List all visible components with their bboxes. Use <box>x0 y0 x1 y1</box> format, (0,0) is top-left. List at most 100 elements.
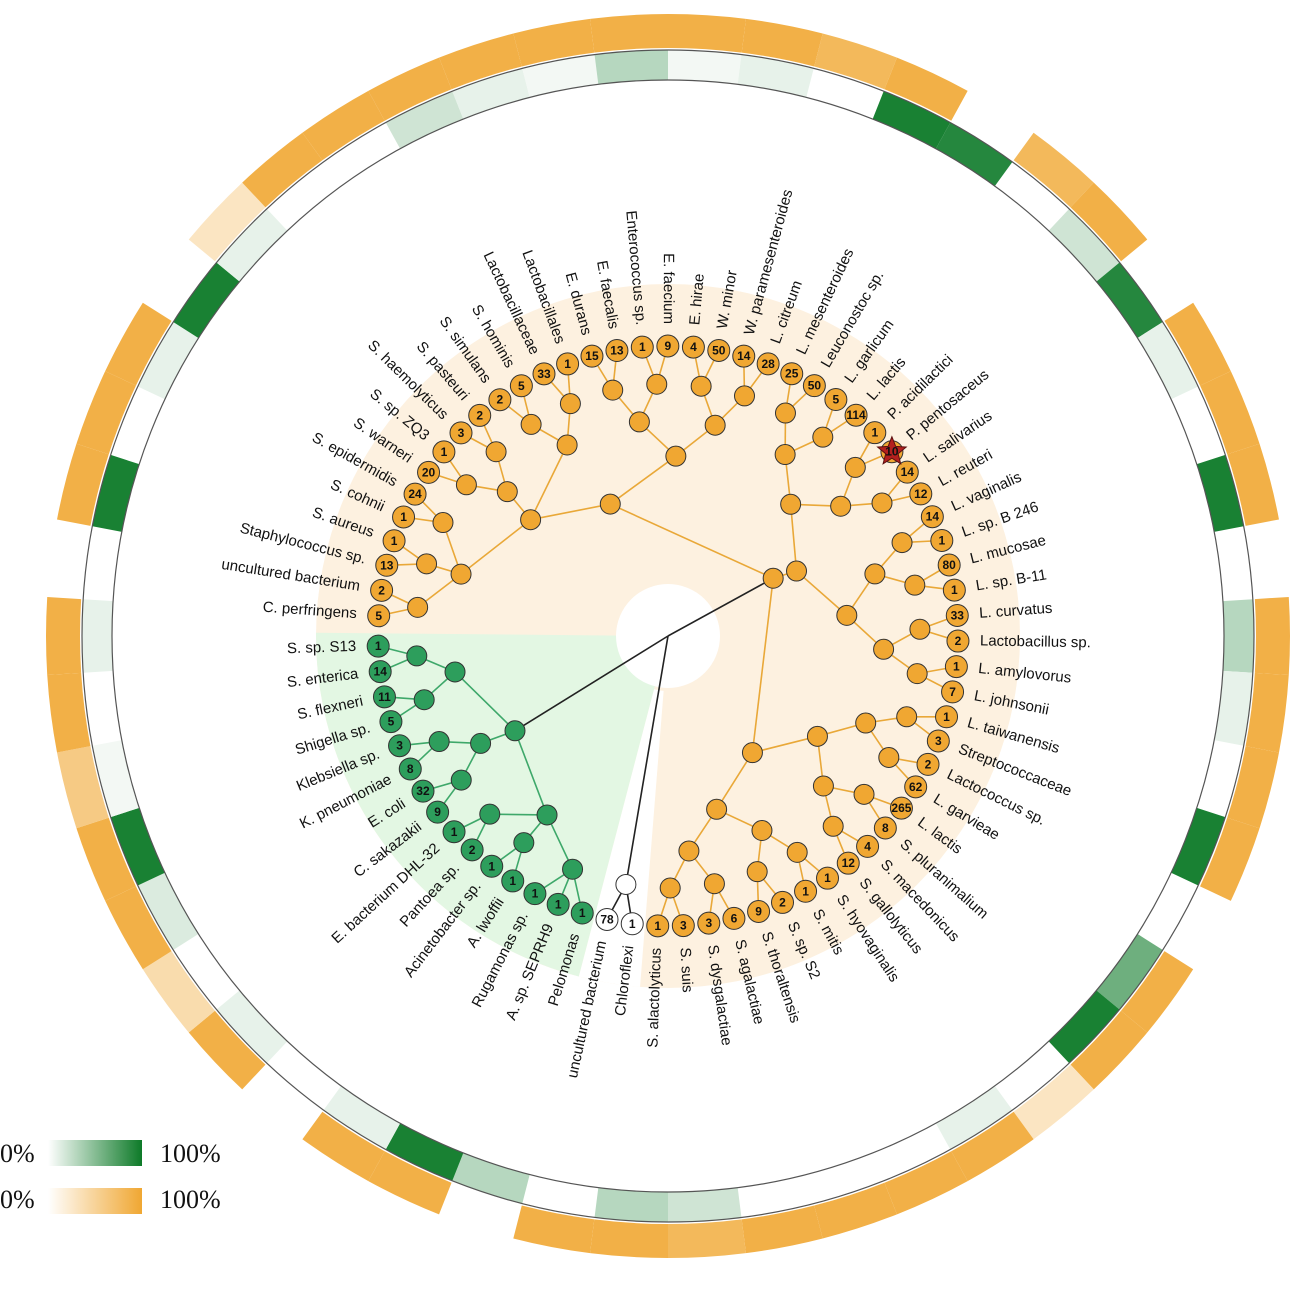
leaf-count: 3 <box>705 916 712 930</box>
leaf-count: 1 <box>509 874 516 888</box>
leaf-count: 78 <box>600 913 614 927</box>
leaf-node <box>630 335 654 359</box>
orange-ring-segment <box>741 18 823 67</box>
leaf-node <box>944 655 968 679</box>
internal-node <box>762 567 784 589</box>
leaf-node <box>501 869 525 893</box>
leaf-count: 1 <box>953 660 960 674</box>
leaf-node <box>895 460 919 484</box>
leaf-count: 8 <box>407 762 414 776</box>
leaf-node <box>620 912 644 936</box>
leaf-count: 24 <box>408 487 422 501</box>
leaf-count: 1 <box>441 445 448 459</box>
ring-borders <box>81 49 1255 1223</box>
green-ring-segment <box>385 91 464 149</box>
leaf-label: S. alactolyticus <box>644 947 665 1048</box>
leaf-node <box>417 460 441 484</box>
internal-node <box>485 441 507 463</box>
internal-node <box>556 434 578 456</box>
orange-ring-segment <box>814 1182 897 1239</box>
leaf-count: 33 <box>537 367 551 381</box>
leaf-node <box>780 362 804 386</box>
leaf-node <box>656 334 680 358</box>
leaf-count: 1 <box>802 884 809 898</box>
leaf-count: 1 <box>375 639 382 653</box>
branch <box>454 671 516 732</box>
leaf-node <box>942 578 966 602</box>
leaf-node <box>941 680 965 704</box>
root-branch <box>625 635 669 885</box>
orange-ring-segment <box>242 132 323 208</box>
leaf-node <box>856 834 880 858</box>
leaf-node <box>946 629 970 653</box>
green-ring-segment <box>137 322 199 400</box>
leaf-count: 33 <box>951 608 965 622</box>
orange-ring-segment <box>439 33 522 90</box>
leaf-label: C. perfringens <box>262 599 357 623</box>
leaf-node <box>468 403 492 427</box>
leaf-node <box>732 344 756 368</box>
orange-ring-segment <box>368 1151 452 1215</box>
orange-ring-segment <box>368 57 452 121</box>
internal-node <box>432 512 454 534</box>
green-ring-segment <box>137 872 199 950</box>
internal-node <box>602 379 624 401</box>
orange-ring-segment <box>590 14 668 53</box>
leaf-count: 15 <box>585 349 599 363</box>
internal-node <box>413 689 435 711</box>
legend-orange: 0% 100% <box>0 1185 221 1214</box>
orange-ring-segment <box>814 33 897 90</box>
branch <box>529 444 568 521</box>
leaf-node <box>382 529 406 553</box>
leaf-label: Lactobacillus sp. <box>980 632 1091 651</box>
legend-green-gradient <box>48 1140 142 1166</box>
leaf-count: 50 <box>712 343 726 357</box>
internal-node <box>646 373 668 395</box>
orange-ring-segment <box>46 596 82 676</box>
leaf-count: 12 <box>914 487 928 501</box>
leaf-node <box>411 779 435 803</box>
outer-ring-green-heatmap <box>81 50 1254 1222</box>
leaf-count: 3 <box>680 919 687 933</box>
branch <box>530 503 611 521</box>
orange-ring-segment <box>57 746 109 829</box>
green-ring-segment <box>452 68 530 120</box>
internal-node <box>479 803 501 825</box>
green-ring-segment <box>935 122 1013 187</box>
green-ring-segment <box>594 1187 668 1222</box>
leaf-label: E. hirae <box>686 273 707 326</box>
leaf-label: E. faecium <box>660 253 677 324</box>
internal-node <box>891 532 913 554</box>
leaf-node <box>370 578 394 602</box>
leaf-count: 13 <box>380 558 394 572</box>
internal-node <box>504 720 526 742</box>
internal-node <box>628 411 650 433</box>
internal-node <box>786 560 808 582</box>
leaf-node <box>398 757 422 781</box>
internal-node <box>428 731 450 753</box>
orange-ring-segment <box>188 1010 266 1090</box>
leaf-count: 2 <box>779 895 786 909</box>
leaf-count: 5 <box>518 379 525 393</box>
leaf-node <box>824 388 848 412</box>
leaf-node <box>937 553 961 577</box>
orange-ring-segment <box>513 1205 595 1254</box>
legend-green-low-label: 0% <box>0 1139 35 1168</box>
leaf-node <box>367 604 391 628</box>
internal-node <box>703 873 725 895</box>
leaf-count: 265 <box>891 801 911 815</box>
branch <box>609 455 677 505</box>
leaf-count: 1 <box>639 340 646 354</box>
leaf-node <box>747 899 771 923</box>
leaf-count: 14 <box>926 510 940 524</box>
leaf-count: 1 <box>400 510 407 524</box>
internal-node <box>812 775 834 797</box>
branch <box>752 735 818 754</box>
internal-node <box>806 725 828 747</box>
leaf-count: 5 <box>833 393 840 407</box>
leaf-node <box>945 603 969 627</box>
leaf-count: 1 <box>451 825 458 839</box>
leaf-count: 14 <box>737 349 751 363</box>
